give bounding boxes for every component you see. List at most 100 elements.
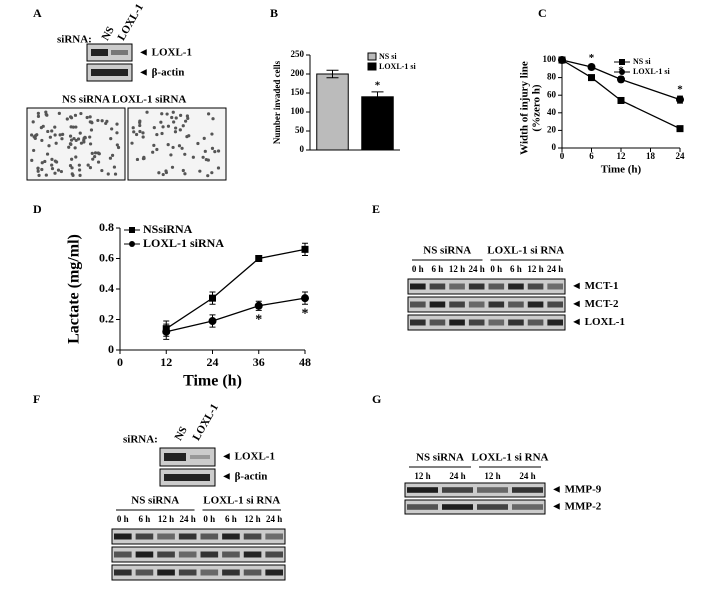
time-label: 12 h: [449, 264, 465, 274]
cell: [210, 146, 215, 150]
legend-label: NSsiRNA: [143, 222, 193, 236]
x-tick-label: 0: [117, 355, 123, 369]
cell: [213, 150, 217, 154]
cell: [73, 113, 78, 117]
cell: [171, 145, 175, 150]
cell: [198, 169, 202, 173]
cell: [47, 144, 51, 148]
cell: [74, 138, 78, 143]
cell: [48, 135, 52, 139]
cell: [169, 153, 173, 157]
band: [527, 319, 544, 326]
cell: [30, 133, 34, 137]
panel-label: B: [270, 6, 278, 20]
band: [114, 551, 132, 558]
cell: [151, 150, 155, 154]
x-tick-label: 24: [676, 151, 686, 161]
cell: [53, 159, 57, 163]
group-label: LOXL-1 si RNA: [471, 452, 548, 464]
cell: [115, 131, 119, 135]
data-point: [162, 327, 171, 336]
cell: [74, 155, 78, 159]
cell: [50, 163, 54, 167]
x-tick-label: 6: [589, 151, 594, 161]
cell: [85, 115, 89, 120]
band: [488, 283, 505, 290]
time-label: 0 h: [117, 514, 129, 524]
cell: [78, 173, 82, 177]
annotation: *: [618, 64, 624, 76]
y-axis-label: Number invaded cells: [272, 60, 282, 144]
cell: [138, 129, 142, 134]
blot: [86, 43, 133, 62]
label-line: Width of injury line: [518, 61, 530, 155]
time-label: 6 h: [510, 264, 522, 274]
cell: [53, 133, 57, 137]
cell: [216, 166, 221, 170]
data-point: [617, 75, 625, 84]
time-label: 24 h: [449, 471, 465, 481]
cell: [100, 168, 104, 173]
data-point: [301, 294, 309, 303]
data-point: [254, 301, 263, 310]
error-bar: [371, 91, 384, 103]
error-bar: [326, 69, 339, 79]
y-tick-label: 0.8: [99, 220, 114, 234]
time-label: 6 h: [432, 264, 444, 274]
cell: [56, 168, 61, 172]
y-tick-label: 100: [543, 54, 557, 64]
panel-label: F: [33, 392, 40, 406]
cell: [141, 135, 145, 139]
band: [135, 569, 154, 576]
lane-label: NS: [99, 25, 116, 43]
cell: [83, 135, 87, 139]
group-label: NS siRNA: [416, 452, 464, 464]
cell: [203, 149, 207, 153]
cell: [170, 115, 174, 120]
time-label: 0 h: [490, 264, 502, 274]
cell: [106, 172, 110, 176]
band: [527, 283, 544, 290]
band: [410, 319, 426, 326]
cell: [184, 119, 188, 123]
cell: [206, 174, 210, 178]
cell: [152, 143, 156, 148]
blot: [111, 564, 286, 581]
cell: [50, 166, 55, 171]
data-point: [558, 56, 566, 64]
cell: [201, 155, 205, 159]
y-tick-label: 20: [547, 124, 557, 134]
y-tick-label: 0: [300, 144, 305, 154]
cell: [202, 136, 206, 140]
y-tick-label: 80: [547, 72, 557, 82]
cell: [60, 137, 64, 141]
lane-label: NS: [172, 425, 189, 443]
cell: [160, 112, 164, 116]
band: [190, 455, 210, 459]
group-label: LOXL-1 si RNA: [487, 245, 564, 257]
cell: [45, 152, 50, 156]
cell: [69, 115, 73, 119]
band: [265, 551, 283, 558]
blot: [404, 499, 546, 515]
band: [164, 474, 210, 481]
cell: [185, 114, 189, 118]
cell: [88, 115, 92, 119]
band: [135, 533, 154, 540]
blot: [407, 278, 566, 295]
x-axis-label: Time (h): [601, 164, 642, 176]
series-line: [166, 297, 306, 333]
cell: [113, 172, 118, 176]
cell: [77, 168, 82, 172]
band: [200, 569, 219, 576]
cell: [70, 166, 74, 170]
band: [111, 50, 128, 55]
cell: [53, 125, 57, 129]
band-label: ◄ LOXL-1: [221, 451, 275, 463]
blot: [111, 528, 286, 545]
panel-label: A: [33, 6, 42, 20]
cell: [32, 148, 36, 153]
cell: [68, 142, 73, 146]
x-tick-label: 12: [617, 151, 627, 161]
